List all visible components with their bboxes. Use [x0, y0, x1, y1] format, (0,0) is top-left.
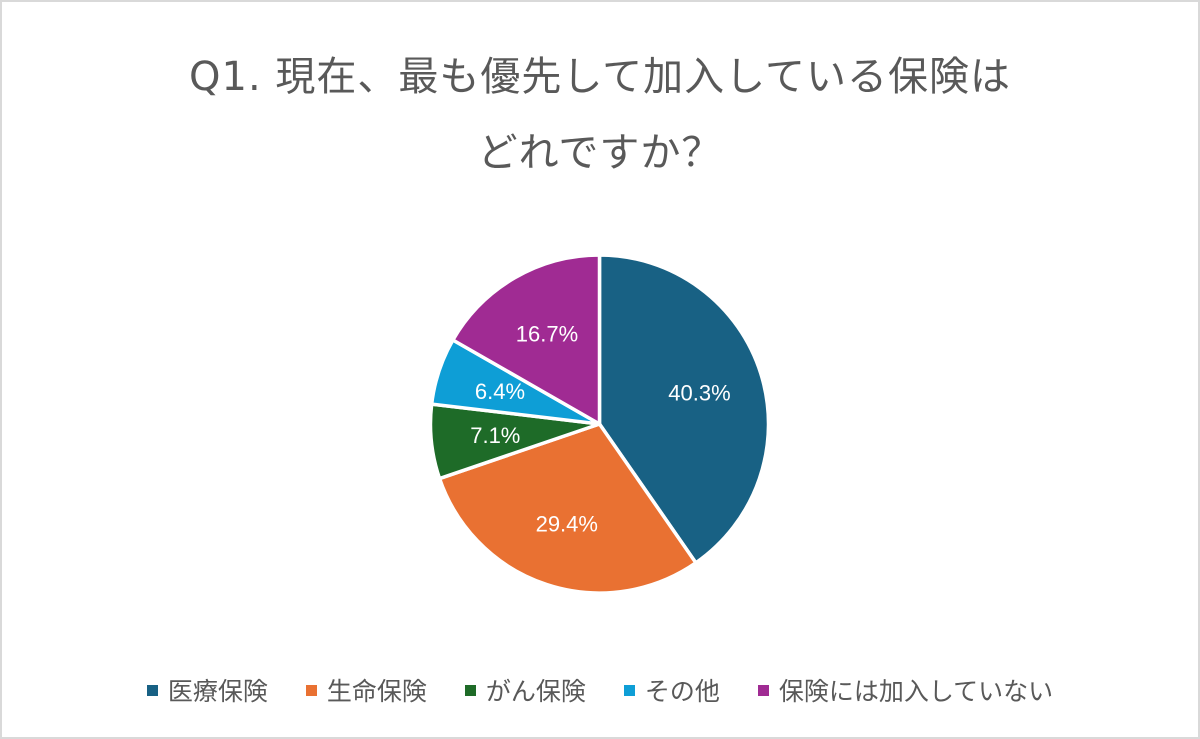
legend-label: がん保険: [485, 677, 586, 706]
legend-item: その他: [623, 672, 720, 708]
legend-swatch-icon: [305, 684, 317, 696]
slice-data-label: 7.1%: [470, 423, 520, 448]
legend-label: 保険には加入していない: [778, 677, 1054, 706]
legend-label: 生命保険: [326, 677, 427, 706]
legend-item: がん保険: [464, 672, 586, 708]
legend-swatch-icon: [464, 684, 476, 696]
legend-label: 医療保険: [167, 677, 268, 706]
pie-slice: [437, 422, 698, 595]
slice-data-label: 16.7%: [516, 321, 578, 346]
slice-data-label: 29.4%: [536, 512, 598, 537]
slice-data-label: 6.4%: [475, 379, 525, 404]
legend-swatch-icon: [757, 684, 769, 696]
legend-swatch-icon: [146, 684, 158, 696]
legend-label: その他: [644, 677, 720, 706]
pie-slice: [597, 253, 771, 565]
legend-item: 保険には加入していない: [757, 672, 1054, 708]
slice-data-label: 40.3%: [668, 381, 730, 406]
chart-title-line-1: Q1. 現在、最も優先して加入している保険は: [189, 54, 1011, 100]
chart-title-line-2: どれですか？: [477, 130, 723, 176]
legend-item: 医療保険: [146, 672, 268, 708]
legend-swatch-icon: [623, 684, 635, 696]
chart-legend: 医療保険 生命保険 がん保険 その他 保険には加入していない: [0, 672, 1200, 708]
legend-item: 生命保険: [305, 672, 427, 708]
pie-slice: [451, 253, 602, 426]
